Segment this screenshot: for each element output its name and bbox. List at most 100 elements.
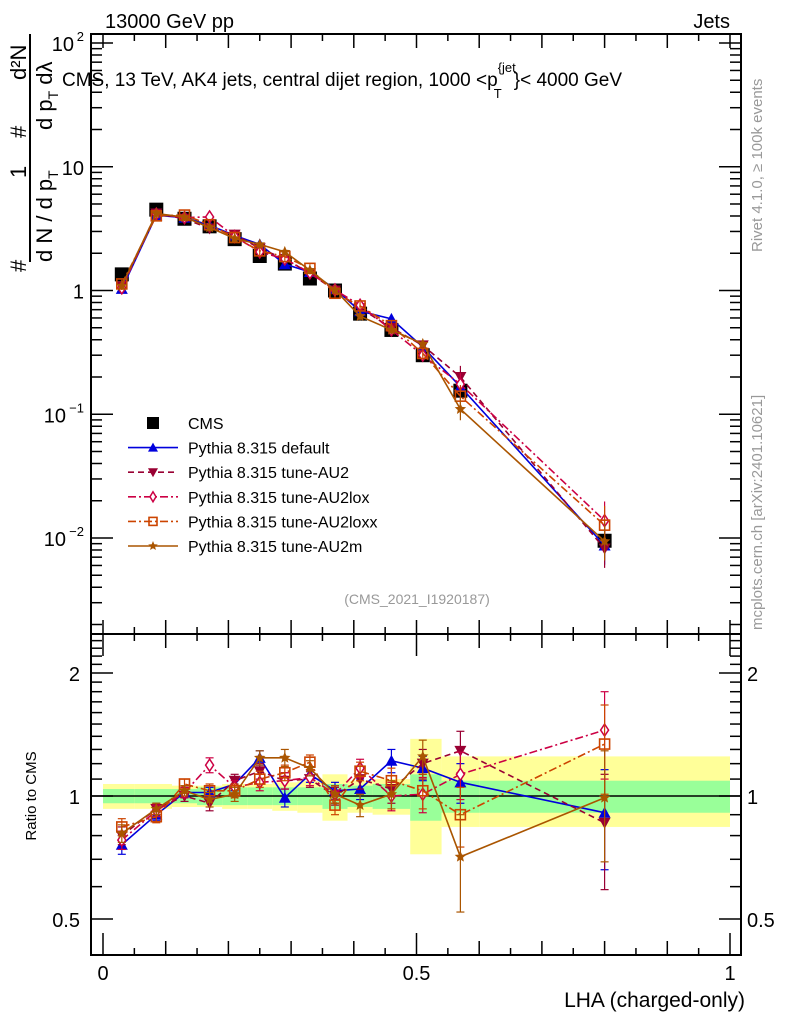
ratio-point [304, 762, 316, 773]
data-point [417, 337, 429, 349]
data-point [454, 403, 467, 414]
ratio-series-group [115, 691, 611, 913]
main-series-group [114, 202, 612, 568]
x-axis-label: LHA (charged-only) [564, 989, 745, 1012]
ylabel-den1: d N / d pT [32, 170, 61, 262]
series-pythia-8-315-tune-au2m [116, 207, 611, 561]
ratio-y-tick-label-right: 1 [747, 787, 758, 809]
ratio-point [178, 784, 191, 796]
ratio-ylabel: Ratio to CMS [23, 751, 40, 840]
y-tick-label: 10 [44, 405, 66, 427]
legend-entry: Pythia 8.315 tune-AU2m [128, 539, 362, 556]
title-text-before: CMS, 13 TeV, AK4 jets, central dijet reg… [62, 70, 498, 91]
data-point [116, 279, 128, 291]
legend-entry: Pythia 8.315 default [128, 441, 330, 458]
data-point [354, 310, 366, 321]
ylabel-num2: d²N [6, 45, 31, 80]
ratio-point [204, 757, 215, 773]
ratio-point [354, 765, 366, 777]
ratio-point [598, 738, 611, 750]
legend-label: Pythia 8.315 tune-AU2lox [188, 490, 369, 507]
ratio-point [385, 754, 398, 766]
data-point [304, 264, 316, 275]
data-point [150, 207, 162, 219]
header-right: Jets [693, 11, 730, 33]
ratio-point [150, 802, 162, 814]
ratio-axes: 0.5 0.5 1 1 2 2 0 0.5 1 [52, 633, 775, 985]
ratio-point [455, 766, 466, 782]
ratio-point [279, 751, 291, 763]
legend-marker [148, 468, 158, 478]
ylabel-num1: 1 [6, 166, 31, 178]
main-plot-area [91, 34, 741, 634]
ratio-point [598, 791, 611, 803]
ratio-point [253, 773, 266, 785]
chart-title: CMS, 13 TeV, AK4 jets, central dijet reg… [62, 60, 622, 101]
header-left: 13000 GeV pp [105, 11, 234, 33]
y-tick-label: 10 [62, 158, 84, 180]
main-panel [91, 34, 741, 634]
legend-marker [147, 417, 159, 429]
legend-marker [149, 490, 157, 504]
legend-entry: Pythia 8.315 tune-AU2lox [128, 490, 369, 507]
ratio-point [116, 827, 128, 839]
data-point [279, 245, 291, 257]
ylabel-hash-1: # [6, 259, 31, 272]
legend-entry: Pythia 8.315 tune-AU2loxx [128, 514, 377, 531]
data-point [229, 232, 241, 244]
title-sub: T [494, 86, 502, 101]
data-point [178, 211, 191, 223]
mcplots-label: mcplots.cern.ch [arXiv:2401.10621] [749, 395, 766, 630]
ylabel-den2: d pT dλ [32, 61, 61, 130]
y-tick-exponent: 2 [77, 29, 84, 44]
ratio-point [278, 791, 291, 803]
ratio-point [254, 751, 266, 763]
ratio-point [354, 799, 366, 810]
legend-marker [148, 442, 158, 452]
data-point [329, 284, 341, 295]
ratio-point [385, 788, 398, 800]
series-line [121, 212, 606, 542]
x-tick-label: 0.5 [403, 963, 431, 985]
ratio-series-pythia-8-315-tune-au2m [116, 739, 611, 913]
x-tick-label: 1 [724, 963, 735, 985]
data-point [203, 221, 216, 233]
ratio-point [454, 850, 467, 862]
legend-label: Pythia 8.315 tune-AU2 [188, 465, 349, 482]
legend-marker [148, 516, 158, 527]
ratio-point [203, 793, 216, 805]
legend-entry: CMS [147, 416, 224, 433]
ratio-point [417, 750, 429, 762]
y-tick-label: 10 [52, 34, 74, 56]
ratio-y-tick-label-right: 2 [747, 664, 758, 686]
data-point [254, 238, 266, 250]
title-sup: {jet [498, 60, 516, 75]
ylabel-hash-2: # [6, 125, 31, 138]
legend-entry: Pythia 8.315 tune-AU2 [128, 465, 349, 482]
y-tick-exponent: −2 [69, 524, 84, 539]
ratio-y-tick-label: 0.5 [52, 910, 80, 932]
rivet-label: Rivet 4.1.0, ≥ 100k events [749, 79, 766, 252]
y-tick-exponent: −1 [69, 400, 84, 415]
ratio-y-tick-label: 2 [69, 664, 80, 686]
y-tick-label: 10 [44, 529, 66, 551]
analysis-watermark: (CMS_2021_I1920187) [344, 591, 490, 607]
y-tick-label: 1 [73, 282, 84, 304]
x-tick-label: 0 [97, 963, 108, 985]
legend: CMS Pythia 8.315 default Pythia 8.315 tune… [128, 416, 377, 556]
legend-label: Pythia 8.315 tune-AU2m [188, 539, 362, 556]
ratio-point [229, 788, 241, 800]
legend-marker [148, 541, 158, 550]
ratio-point [329, 788, 341, 800]
legend-label: Pythia 8.315 tune-AU2loxx [188, 514, 377, 531]
main-ylabel: # 1 d N / d pT d²N # d pT dλ [6, 34, 61, 272]
ratio-y-tick-label: 1 [69, 787, 80, 809]
ratio-point [416, 784, 429, 797]
data-point [385, 323, 398, 335]
title-text-after: }< 4000 GeV [514, 70, 623, 91]
ratio-y-tick-label-right: 0.5 [747, 910, 775, 932]
data-point [598, 535, 611, 547]
ratio-line [121, 754, 605, 858]
ratio-point [454, 745, 467, 757]
